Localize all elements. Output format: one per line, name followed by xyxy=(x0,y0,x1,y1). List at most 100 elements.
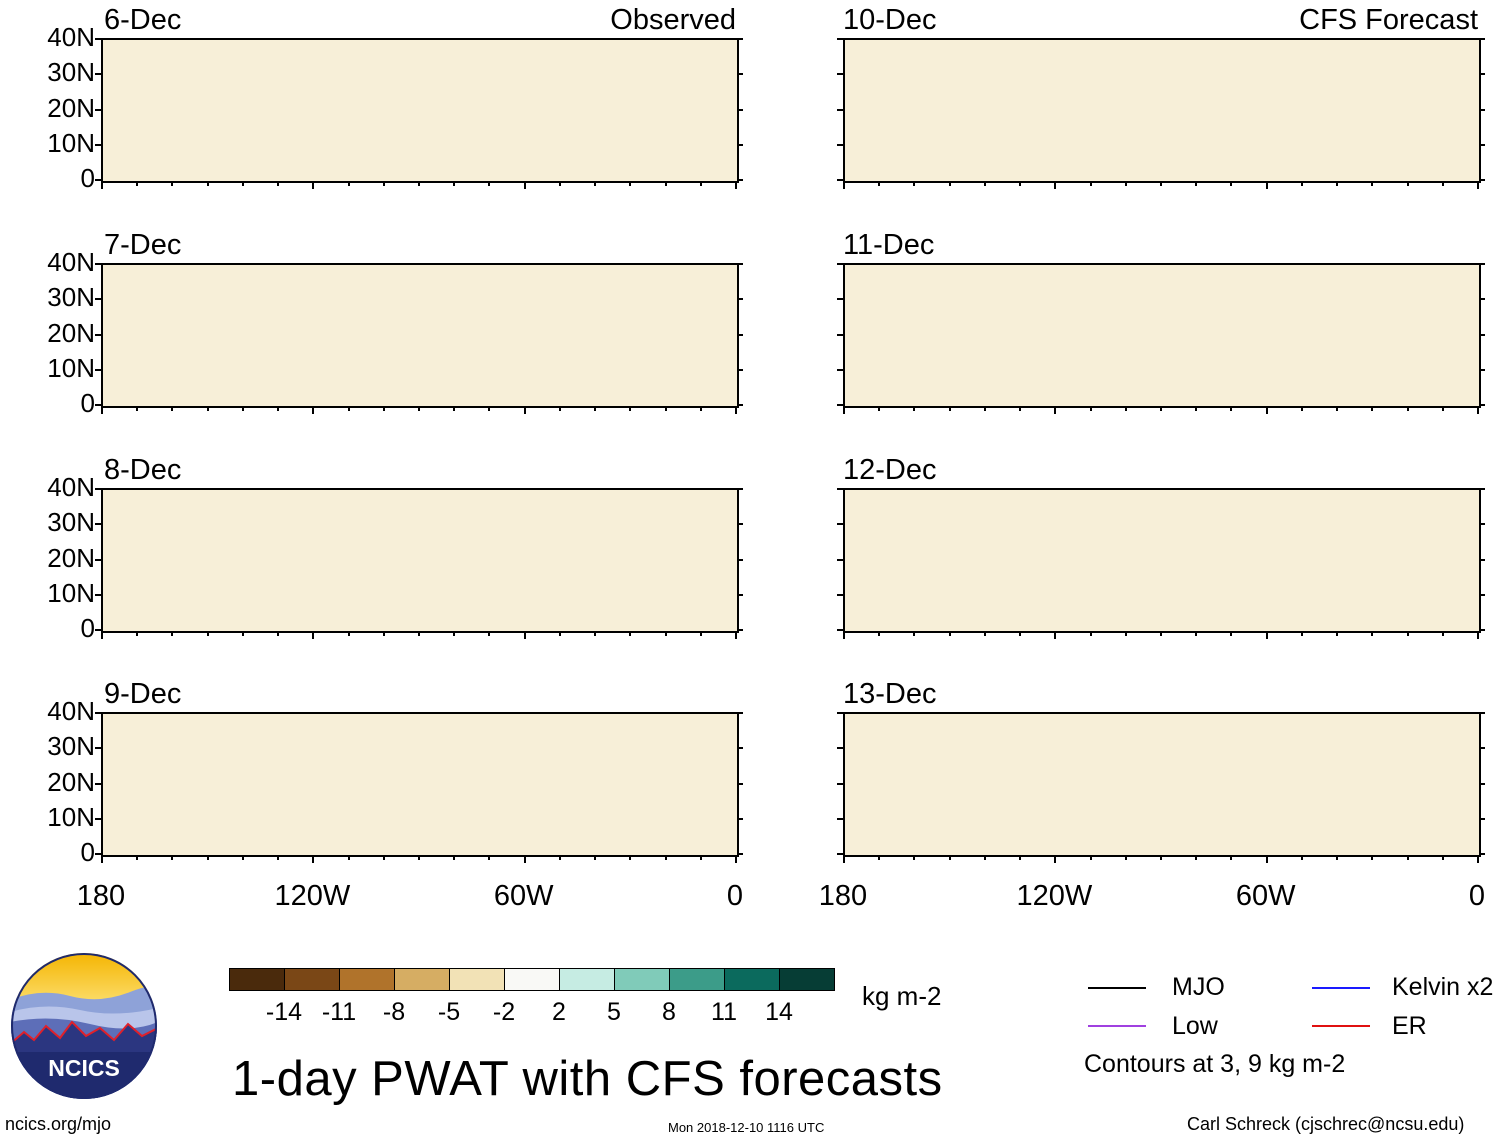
axis-tick xyxy=(488,855,491,860)
axis-tick xyxy=(878,631,881,636)
axis-tick xyxy=(382,181,385,186)
axis-tick xyxy=(1019,181,1022,186)
axis-tick xyxy=(837,488,843,490)
axis-tick xyxy=(1265,181,1268,189)
colorbar-tick-label: 2 xyxy=(552,998,566,1026)
footer-timestamp: Mon 2018-12-10 1116 UTC xyxy=(668,1120,825,1135)
axis-tick xyxy=(95,747,101,750)
panel-date-7-dec: 7-Dec xyxy=(104,229,182,261)
axis-tick xyxy=(837,143,843,146)
axis-tick xyxy=(1479,38,1485,40)
axis-tick xyxy=(558,181,561,186)
axis-tick xyxy=(523,181,526,189)
axis-tick xyxy=(843,631,845,639)
panel-date-13-dec: 13-Dec xyxy=(843,678,937,710)
lat-label: 0 xyxy=(80,163,95,193)
axis-tick xyxy=(735,181,737,189)
axis-tick xyxy=(1230,855,1233,860)
colorbar-swatch xyxy=(779,968,835,991)
axis-tick xyxy=(523,406,526,414)
lat-label: 10N xyxy=(47,577,95,608)
axis-tick xyxy=(241,631,244,636)
axis-tick xyxy=(737,143,743,146)
axis-tick xyxy=(1124,631,1127,636)
axis-tick xyxy=(1124,406,1127,411)
lat-label: 30N xyxy=(47,507,95,538)
axis-tick xyxy=(1336,855,1339,860)
axis-tick xyxy=(1441,855,1444,860)
lon-label: 180 xyxy=(818,880,868,912)
axis-tick xyxy=(347,631,350,636)
panel-date-11-dec: 11-Dec xyxy=(843,229,935,261)
lat-label: 10N xyxy=(47,127,95,158)
colorbar-swatch xyxy=(669,968,725,991)
axis-tick xyxy=(1479,263,1485,265)
lat-label: 40N xyxy=(47,696,95,726)
axis-tick xyxy=(699,855,702,860)
axis-tick xyxy=(1477,631,1479,639)
axis-tick xyxy=(837,558,843,561)
axis-tick xyxy=(1477,181,1479,189)
axis-tick xyxy=(488,406,491,411)
axis-tick xyxy=(277,855,280,860)
axis-tick xyxy=(1406,406,1409,411)
axis-tick xyxy=(594,855,597,860)
axis-tick xyxy=(737,853,743,855)
axis-tick xyxy=(737,263,743,265)
axis-tick xyxy=(1336,181,1339,186)
map-panel-10-dec xyxy=(843,38,1481,183)
axis-tick xyxy=(737,523,743,526)
map-panel-11-dec xyxy=(843,263,1481,408)
axis-tick xyxy=(1089,631,1092,636)
axis-tick xyxy=(1230,181,1233,186)
panel-date-8-dec: 8-Dec xyxy=(104,454,182,486)
axis-tick xyxy=(1441,406,1444,411)
axis-tick xyxy=(878,406,881,411)
axis-tick xyxy=(1019,406,1022,411)
axis-tick xyxy=(913,855,916,860)
axis-tick xyxy=(171,181,174,186)
axis-tick xyxy=(913,631,916,636)
axis-tick xyxy=(837,712,843,714)
axis-tick xyxy=(488,631,491,636)
axis-tick xyxy=(1479,404,1485,406)
axis-tick xyxy=(1054,855,1057,863)
axis-tick xyxy=(1441,181,1444,186)
axis-tick xyxy=(95,263,101,265)
legend-swatch-kelvin xyxy=(1312,987,1370,989)
lat-label: 10N xyxy=(47,352,95,383)
axis-tick xyxy=(1195,181,1198,186)
axis-tick xyxy=(629,181,632,186)
logo-text: NCICS xyxy=(48,1055,120,1081)
axis-tick xyxy=(101,181,103,189)
axis-tick xyxy=(1479,853,1485,855)
colorbar-tick-label: -14 xyxy=(265,998,303,1026)
axis-tick xyxy=(1479,817,1485,820)
panel-date-12-dec: 12-Dec xyxy=(843,454,937,486)
observed-label: Observed xyxy=(610,4,736,36)
axis-tick xyxy=(737,108,743,111)
axis-tick xyxy=(737,558,743,561)
legend-swatch-mjo xyxy=(1088,987,1146,989)
axis-tick xyxy=(453,406,456,411)
axis-tick xyxy=(913,181,916,186)
axis-tick xyxy=(382,855,385,860)
axis-tick xyxy=(948,181,951,186)
footer-url[interactable]: ncics.org/mjo xyxy=(5,1114,112,1134)
axis-tick xyxy=(1195,406,1198,411)
map-panel-8-dec xyxy=(101,488,739,633)
axis-tick xyxy=(629,406,632,411)
axis-tick xyxy=(1479,73,1485,76)
axis-tick xyxy=(837,368,843,371)
axis-tick xyxy=(206,855,209,860)
axis-tick xyxy=(737,747,743,750)
axis-tick xyxy=(664,631,667,636)
axis-tick xyxy=(1089,855,1092,860)
axis-tick xyxy=(737,488,743,490)
axis-tick xyxy=(837,263,843,265)
axis-tick xyxy=(95,712,101,714)
axis-tick xyxy=(737,73,743,76)
axis-tick xyxy=(95,368,101,371)
lon-label: 60W xyxy=(493,880,554,912)
colorbar-tick-label: 8 xyxy=(662,998,676,1026)
